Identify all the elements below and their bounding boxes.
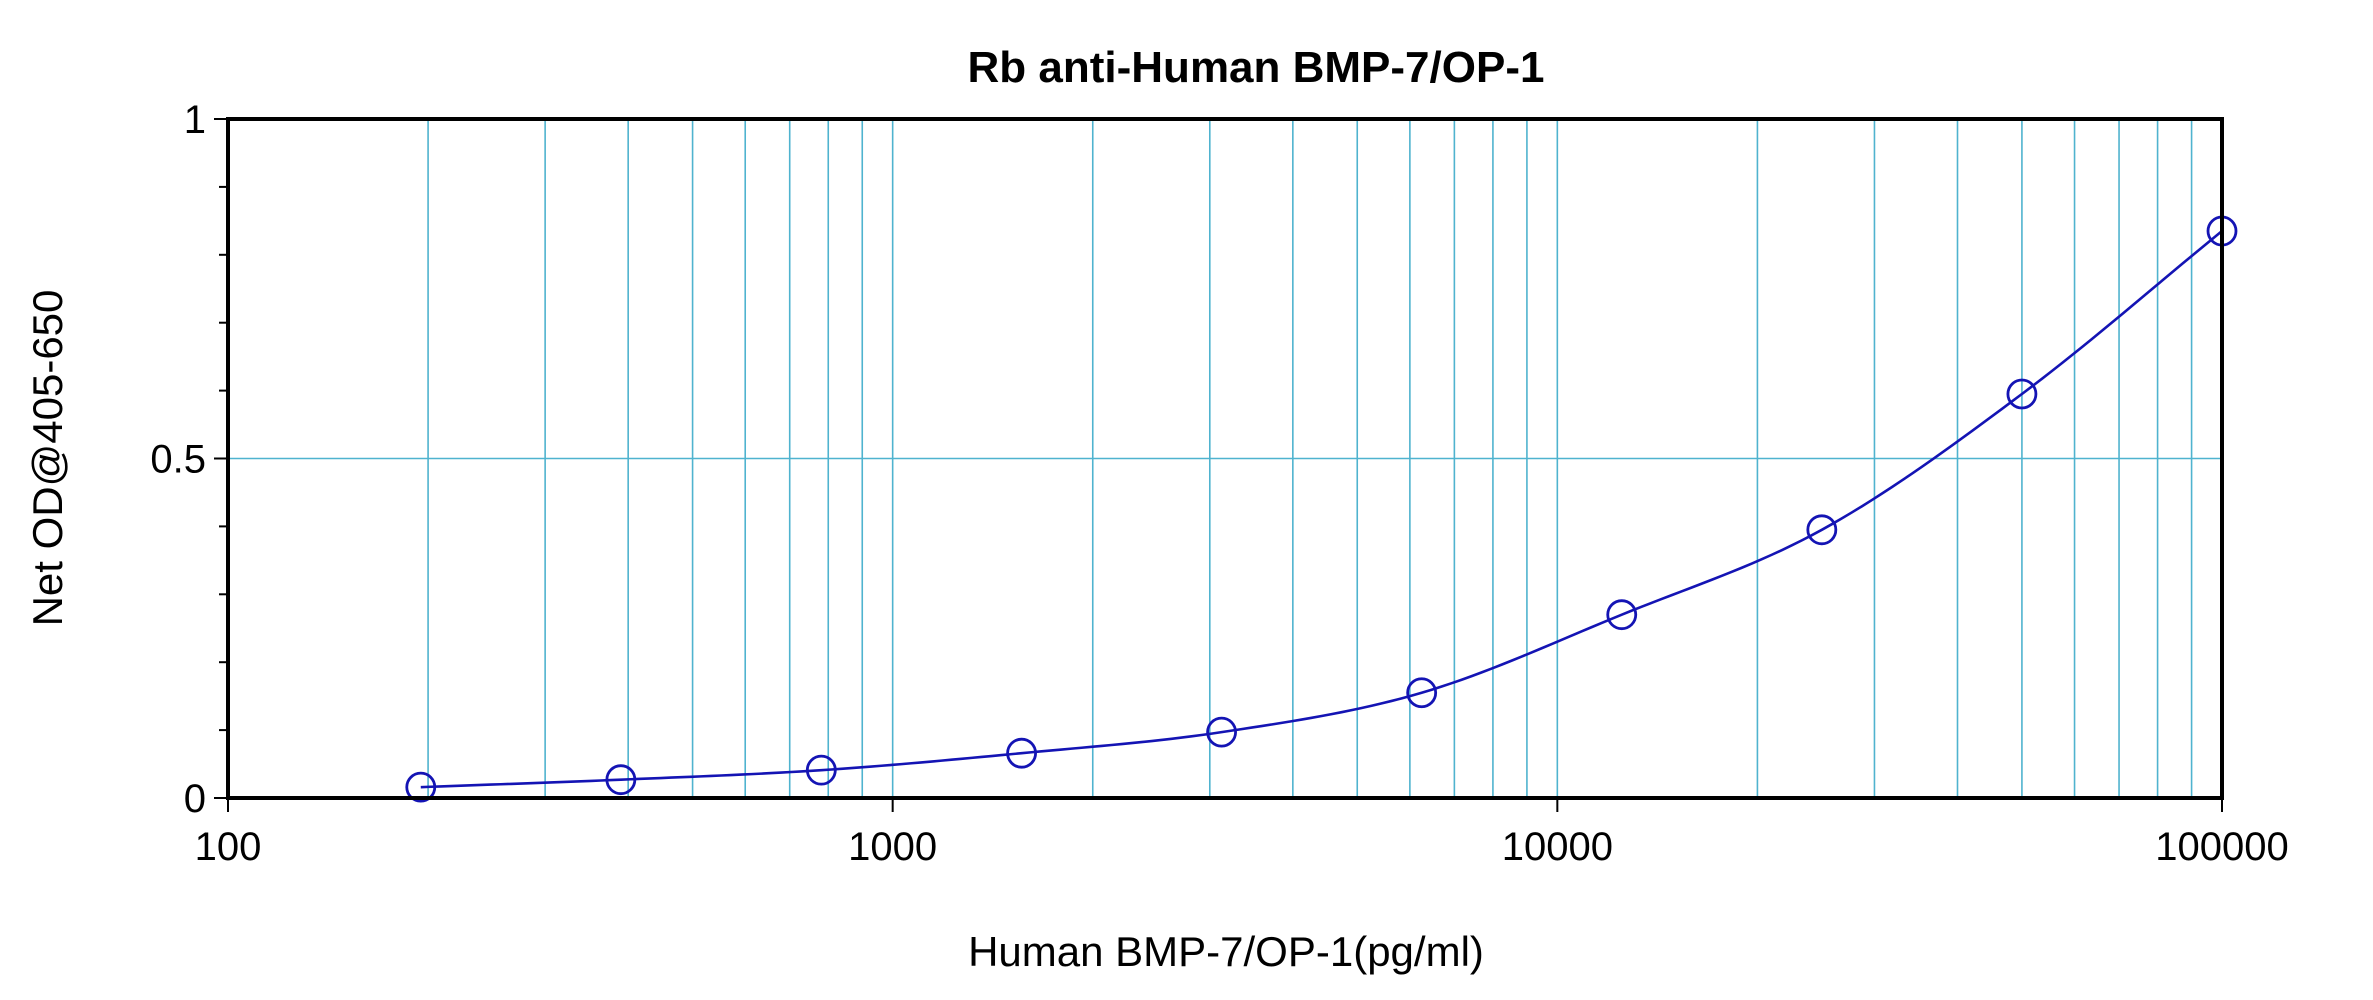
data-point	[1406, 677, 1438, 709]
x-tick-label: 10000	[1502, 825, 1613, 869]
data-point	[1606, 599, 1638, 631]
chart-title: Rb anti-Human BMP-7/OP-1	[968, 43, 1545, 92]
grid-lines	[228, 119, 2222, 798]
tick-labels: 100 1000 10000 100000 0 0.5 1	[150, 98, 2288, 869]
fitted-curve	[420, 230, 2223, 789]
curve-path	[420, 230, 2223, 789]
data-point	[2006, 378, 2038, 410]
data-point	[1806, 514, 1838, 546]
y-axis-title: Net OD@405-650	[24, 290, 71, 627]
axis-ticks	[214, 118, 2223, 812]
x-tick-label: 1000	[848, 825, 937, 869]
y-tick-label: 0	[184, 777, 206, 821]
data-point	[805, 754, 837, 786]
y-tick-label: 0.5	[150, 438, 206, 482]
data-point	[1206, 716, 1237, 748]
data-point	[1006, 737, 1037, 769]
data-points	[405, 215, 2238, 803]
x-tick-label: 100000	[2155, 825, 2288, 869]
data-point	[405, 771, 437, 803]
y-tick-label: 1	[184, 98, 206, 142]
data-point	[605, 764, 637, 796]
x-axis-title: Human BMP-7/OP-1(pg/ml)	[968, 928, 1484, 975]
x-tick-label: 100	[195, 825, 262, 869]
